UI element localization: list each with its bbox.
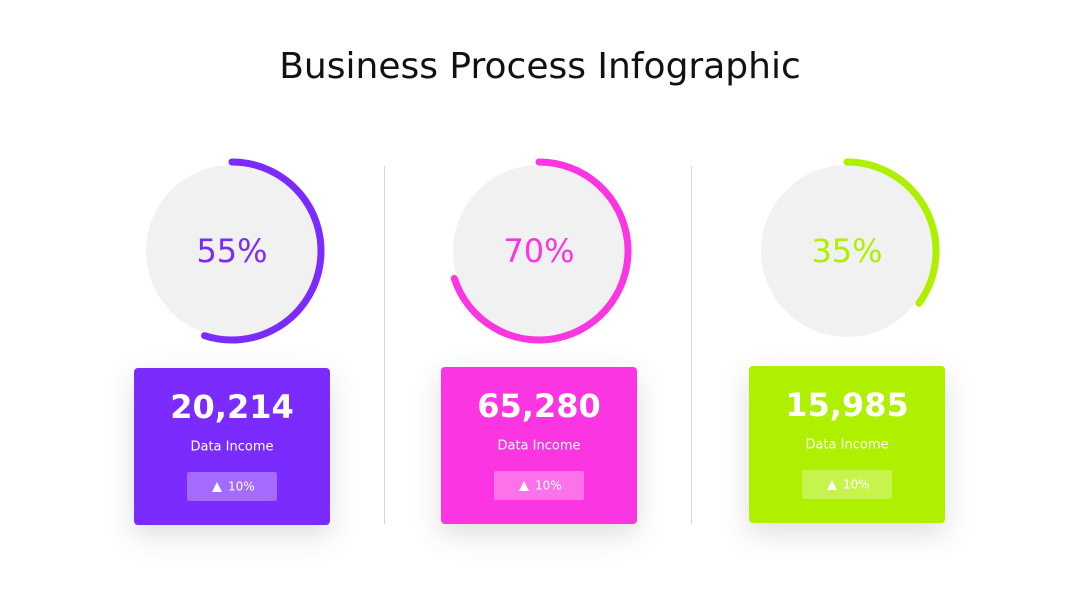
amount-label: Data Income — [805, 438, 888, 453]
progress-arc — [450, 158, 632, 344]
title: Business Process Infographic — [279, 46, 801, 87]
progress-label: 70% — [503, 232, 574, 270]
progress-arc — [843, 158, 940, 307]
amount: 15,985 — [785, 386, 908, 424]
card-box — [749, 366, 945, 523]
progress-track — [761, 165, 933, 337]
progress-label: 55% — [196, 232, 267, 270]
card: 65,280 Data Income 10% — [441, 367, 637, 524]
up-arrow-icon — [827, 480, 837, 490]
card-box — [134, 368, 330, 525]
change: 10% — [228, 480, 255, 494]
amount: 65,280 — [477, 387, 600, 425]
card: 15,985 Data Income 10% — [749, 366, 945, 523]
change-badge — [494, 471, 584, 500]
up-arrow-icon — [212, 482, 222, 492]
progress-track — [453, 165, 625, 337]
progress-label: 35% — [811, 232, 882, 270]
progress-arc — [200, 158, 325, 344]
card-box — [441, 367, 637, 524]
card: 20,214 Data Income 10% — [134, 368, 330, 525]
amount-label: Data Income — [190, 440, 273, 455]
progress-track — [146, 165, 318, 337]
change: 10% — [843, 478, 870, 492]
change: 10% — [535, 479, 562, 493]
change-badge — [802, 470, 892, 499]
amount-label: Data Income — [497, 439, 580, 454]
change-badge — [187, 472, 277, 501]
amount: 20,214 — [170, 388, 293, 426]
up-arrow-icon — [519, 481, 529, 491]
